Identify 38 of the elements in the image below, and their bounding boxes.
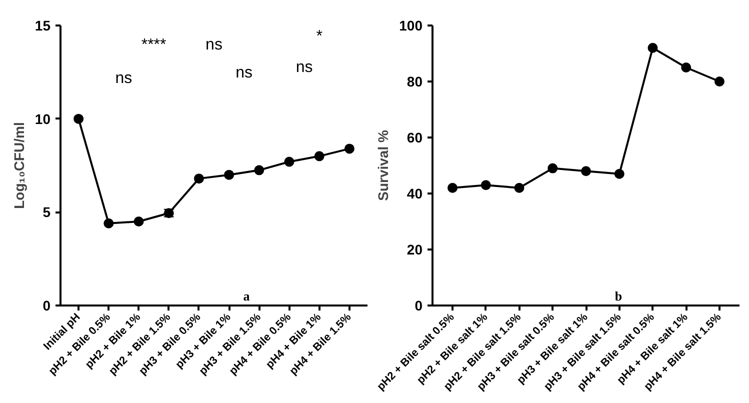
y-tick-label: 10: [34, 110, 51, 127]
y-tick-label: 0: [414, 298, 423, 314]
annotation: b: [614, 288, 622, 304]
y-tick-label: 15: [34, 18, 51, 34]
point: [480, 180, 491, 190]
point: [254, 165, 264, 176]
point: [681, 62, 692, 72]
point: [344, 144, 354, 154]
point: [648, 42, 658, 53]
point: [714, 76, 724, 86]
y-tick-label: 0: [42, 298, 51, 314]
y-axis-title: Log₁₀CFU/ml: [10, 122, 27, 209]
annotation: ns: [296, 58, 313, 76]
point: [581, 166, 591, 176]
point: [194, 174, 204, 184]
y-tick-label: 5: [42, 204, 51, 220]
annotation: *: [316, 28, 322, 46]
y-tick-label: 80: [406, 74, 423, 90]
y-tick-label: 100: [399, 18, 423, 34]
y-axis-title: Survival %: [375, 130, 392, 201]
annotation: a: [243, 288, 250, 304]
point: [614, 168, 624, 179]
point: [224, 170, 234, 180]
y-tick-label: 20: [406, 242, 423, 258]
point: [514, 182, 524, 193]
point: [284, 156, 294, 167]
point: [74, 114, 84, 124]
point: [134, 216, 144, 226]
point: [314, 151, 324, 162]
y-tick-label: 60: [406, 130, 423, 146]
y-tick-label: 40: [406, 186, 423, 202]
annotation: ns: [236, 64, 253, 82]
annotation: ns: [206, 36, 222, 54]
point: [104, 218, 114, 228]
point: [548, 163, 558, 174]
point: [448, 182, 458, 193]
annotation: ****: [141, 36, 166, 54]
annotation: ns: [115, 70, 132, 88]
